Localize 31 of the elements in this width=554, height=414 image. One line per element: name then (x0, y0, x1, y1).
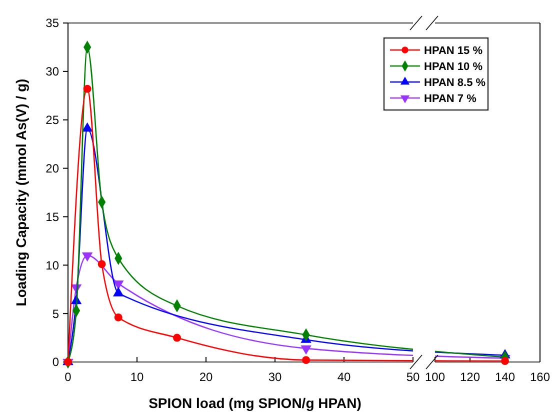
x-tick-label: 20 (199, 370, 213, 384)
point (82, 122, 93, 132)
x-tick-label: 120 (460, 370, 480, 384)
x-tick-label: 0 (64, 370, 72, 384)
y-tick-label: 35 (46, 16, 60, 30)
point (98, 260, 106, 268)
legend-label: HPAN 10 % (424, 60, 483, 73)
x-tick-label: 40 (337, 370, 351, 384)
x-tick-label: 160 (530, 370, 550, 384)
y-axis-title: Loading Capacity (mmol As(V) / g) (13, 78, 29, 306)
legend-label: HPAN 15 % (424, 44, 483, 57)
x-tick-label: 30 (268, 370, 282, 384)
x-tick-label: 10 (130, 370, 144, 384)
point (114, 313, 122, 322)
point (173, 334, 182, 342)
y-tick-label: 10 (46, 258, 60, 272)
x-tick-label: 100 (424, 370, 446, 384)
point (112, 287, 124, 296)
x-tick-label: 50 (406, 370, 420, 384)
x-tick-label: 140 (494, 370, 516, 384)
y-tick-label: 20 (46, 161, 60, 176)
y-tick-label: 15 (46, 210, 60, 224)
point (83, 84, 92, 93)
y-tick-label: 30 (46, 64, 60, 79)
x-axis-title: SPION load (mg SPION/g HPAN) (148, 395, 362, 411)
y-tick-label: 25 (46, 113, 60, 128)
y-tick-label: 0 (52, 355, 60, 370)
legend-label: HPAN 8.5 % (424, 76, 486, 89)
point (302, 356, 310, 364)
y-tick-label: 5 (52, 306, 60, 321)
legend-label: HPAN 7 % (424, 92, 477, 105)
